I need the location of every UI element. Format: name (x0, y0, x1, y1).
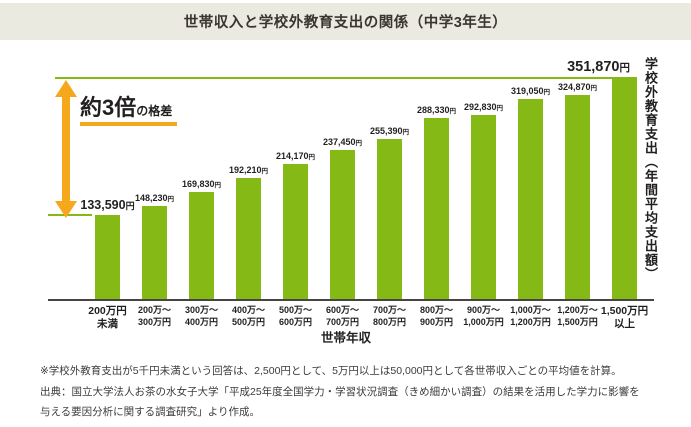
gap-annotation-underline (80, 122, 177, 126)
bar (189, 192, 214, 299)
x-axis-category: 500万～ 600万円 (278, 305, 313, 327)
page-title: 世帯収入と学校外教育支出の関係（中学3年生） (183, 15, 508, 31)
bar (565, 95, 590, 299)
bar-value-label: 133,590円 (80, 198, 135, 212)
x-axis-category: 900万～ 1,000万円 (463, 305, 504, 327)
bar (142, 206, 167, 299)
bar-value-label: 288,330円 (416, 105, 457, 115)
title-band: 世帯収入と学校外教育支出の関係（中学3年生） (0, 3, 691, 40)
x-axis-category: 400万～ 500万円 (231, 305, 266, 327)
x-axis-category: 200万～ 300万円 (137, 305, 172, 327)
bar (424, 118, 449, 299)
x-axis-category: 200万円 未満 (88, 305, 127, 330)
footnote-calculation: ※学校外教育支出が5千円未満という回答は、2,500円として、5万円以上は50,… (40, 365, 622, 377)
footnote-source-line2: 与える要因分析に関する調査研究」より作成。 (40, 406, 260, 418)
footnote-source-line1: 出典：国立大学法人お茶の水女子大学「平成25年度全国学力・学習状況調査（きめ細か… (40, 385, 640, 398)
bar (612, 78, 637, 299)
gap-annotation: 約3倍の格差 (80, 90, 172, 122)
x-axis-title: 世帯年収 (320, 331, 372, 345)
bar-value-label: 169,830円 (181, 179, 222, 189)
max-level-line (55, 77, 637, 79)
x-axis-line (48, 299, 654, 301)
bar (471, 115, 496, 299)
bar-value-label: 319,050円 (510, 86, 551, 96)
bar (283, 164, 308, 299)
bar-value-label: 237,450円 (322, 137, 363, 147)
bar (518, 99, 543, 299)
gap-annotation-small: の格差 (136, 104, 173, 118)
y-axis-title: 学校外教育支出（年間平均支出額） (643, 57, 658, 281)
gap-arrow-down-icon (55, 201, 77, 218)
x-axis-category: 800万～ 900万円 (419, 305, 454, 327)
x-axis-category: 1,200万～ 1,500万円 (557, 305, 598, 327)
gap-annotation-big: 約3倍 (80, 95, 137, 120)
gap-arrow-up-icon (55, 80, 77, 97)
x-axis-category: 600万～ 700万円 (325, 305, 360, 327)
bar (377, 139, 402, 299)
x-axis-category: 700万～ 800万円 (372, 305, 407, 327)
x-axis-category: 1,500万円 以上 (600, 305, 649, 330)
x-axis-category: 1,000万～ 1,200万円 (510, 305, 551, 327)
bar-value-label: 292,830円 (463, 102, 504, 112)
bar-value-label: 148,230円 (134, 193, 175, 203)
bar (95, 215, 120, 299)
bar-value-label: 214,170円 (275, 151, 316, 161)
bar-value-label: 351,870円 (567, 59, 630, 75)
bar-value-label: 192,210円 (228, 165, 269, 175)
bar-value-label: 324,870円 (557, 82, 598, 92)
bar (236, 178, 261, 299)
gap-arrow (62, 95, 70, 205)
footnotes: ※学校外教育支出が5千円未満という回答は、2,500円として、5万円以上は50,… (40, 361, 670, 423)
x-axis-category: 300万～ 400万円 (184, 305, 219, 327)
bar (330, 150, 355, 299)
bar-value-label: 255,390円 (369, 126, 410, 136)
